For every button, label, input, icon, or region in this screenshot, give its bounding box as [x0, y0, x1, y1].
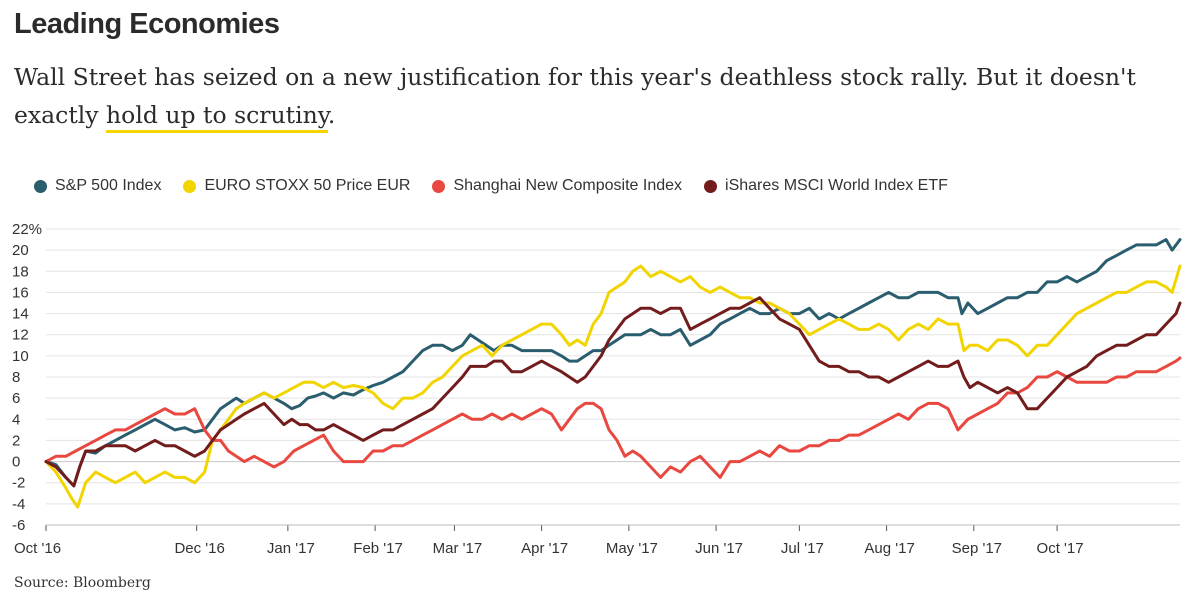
x-tick-label: Jan '17 [267, 540, 315, 557]
y-tick-label: 4 [12, 411, 20, 428]
legend-label: EURO STOXX 50 Price EUR [204, 177, 411, 194]
legend-swatch [704, 179, 718, 193]
x-tick-label: Oct '16 [14, 540, 61, 557]
series-line [44, 356, 1182, 479]
legend-label: iShares MSCI World Index ETF [725, 177, 948, 194]
x-tick-label: Jun '17 [695, 540, 743, 557]
chart-legend: S&P 500 Index EURO STOXX 50 Price EUR Shan… [34, 177, 970, 195]
legend-swatch [432, 179, 446, 193]
legend-item: Shanghai New Composite Index [432, 177, 682, 195]
x-tick-label: Jul '17 [781, 540, 824, 557]
chart-title: Leading Economies [14, 8, 280, 40]
series-line [44, 238, 1182, 488]
y-tick-label: -6 [12, 517, 25, 534]
y-tick-label: 22% [12, 221, 42, 238]
y-tick-label: 20 [12, 242, 29, 259]
y-tick-label: 0 [12, 454, 20, 471]
legend-swatch [34, 179, 47, 193]
y-tick-label: 10 [12, 348, 29, 365]
y-tick-label: 18 [12, 263, 29, 280]
x-tick-label: Apr '17 [521, 540, 568, 557]
y-tick-label: 8 [12, 369, 20, 386]
y-tick-label: 14 [12, 306, 29, 323]
legend-swatch [183, 179, 197, 193]
x-tick-label: Aug '17 [864, 540, 914, 557]
legend-label: Shanghai New Composite Index [453, 177, 683, 194]
y-tick-label: -2 [12, 475, 25, 492]
x-tick-label: Feb '17 [353, 540, 403, 557]
scrutiny-link[interactable]: hold up to scrutiny [106, 101, 328, 133]
series-line [44, 296, 1182, 488]
series-line [44, 264, 1182, 509]
subtitle-end: . [327, 101, 336, 129]
source-note: Source: Bloomberg [14, 575, 151, 591]
x-tick-label: Mar '17 [433, 540, 483, 557]
legend-item: S&P 500 Index [34, 177, 161, 195]
subtitle-text: Wall Street has seized on a new justific… [14, 63, 1136, 129]
y-tick-label: 16 [12, 284, 29, 301]
y-tick-label: 6 [12, 390, 20, 407]
chart-subtitle: Wall Street has seized on a new justific… [14, 58, 1174, 134]
y-tick-label: 12 [12, 327, 29, 344]
legend-item: iShares MSCI World Index ETF [704, 177, 948, 195]
y-tick-label: -4 [12, 496, 25, 513]
y-tick-label: 2 [12, 432, 20, 449]
x-tick-label: Sep '17 [952, 540, 1002, 557]
x-tick-label: May '17 [606, 540, 658, 557]
line-chart: -6 -4 -2 0 2 4 6 8 10 12 14 16 18 20 22% Oct '16 Dec '16… [12, 221, 1182, 557]
legend-label: S&P 500 Index [55, 177, 162, 194]
x-tick-label: Dec '16 [174, 540, 224, 557]
x-tick-label: Oct '17 [1037, 540, 1084, 557]
legend-item: EURO STOXX 50 Price EUR [183, 177, 410, 195]
